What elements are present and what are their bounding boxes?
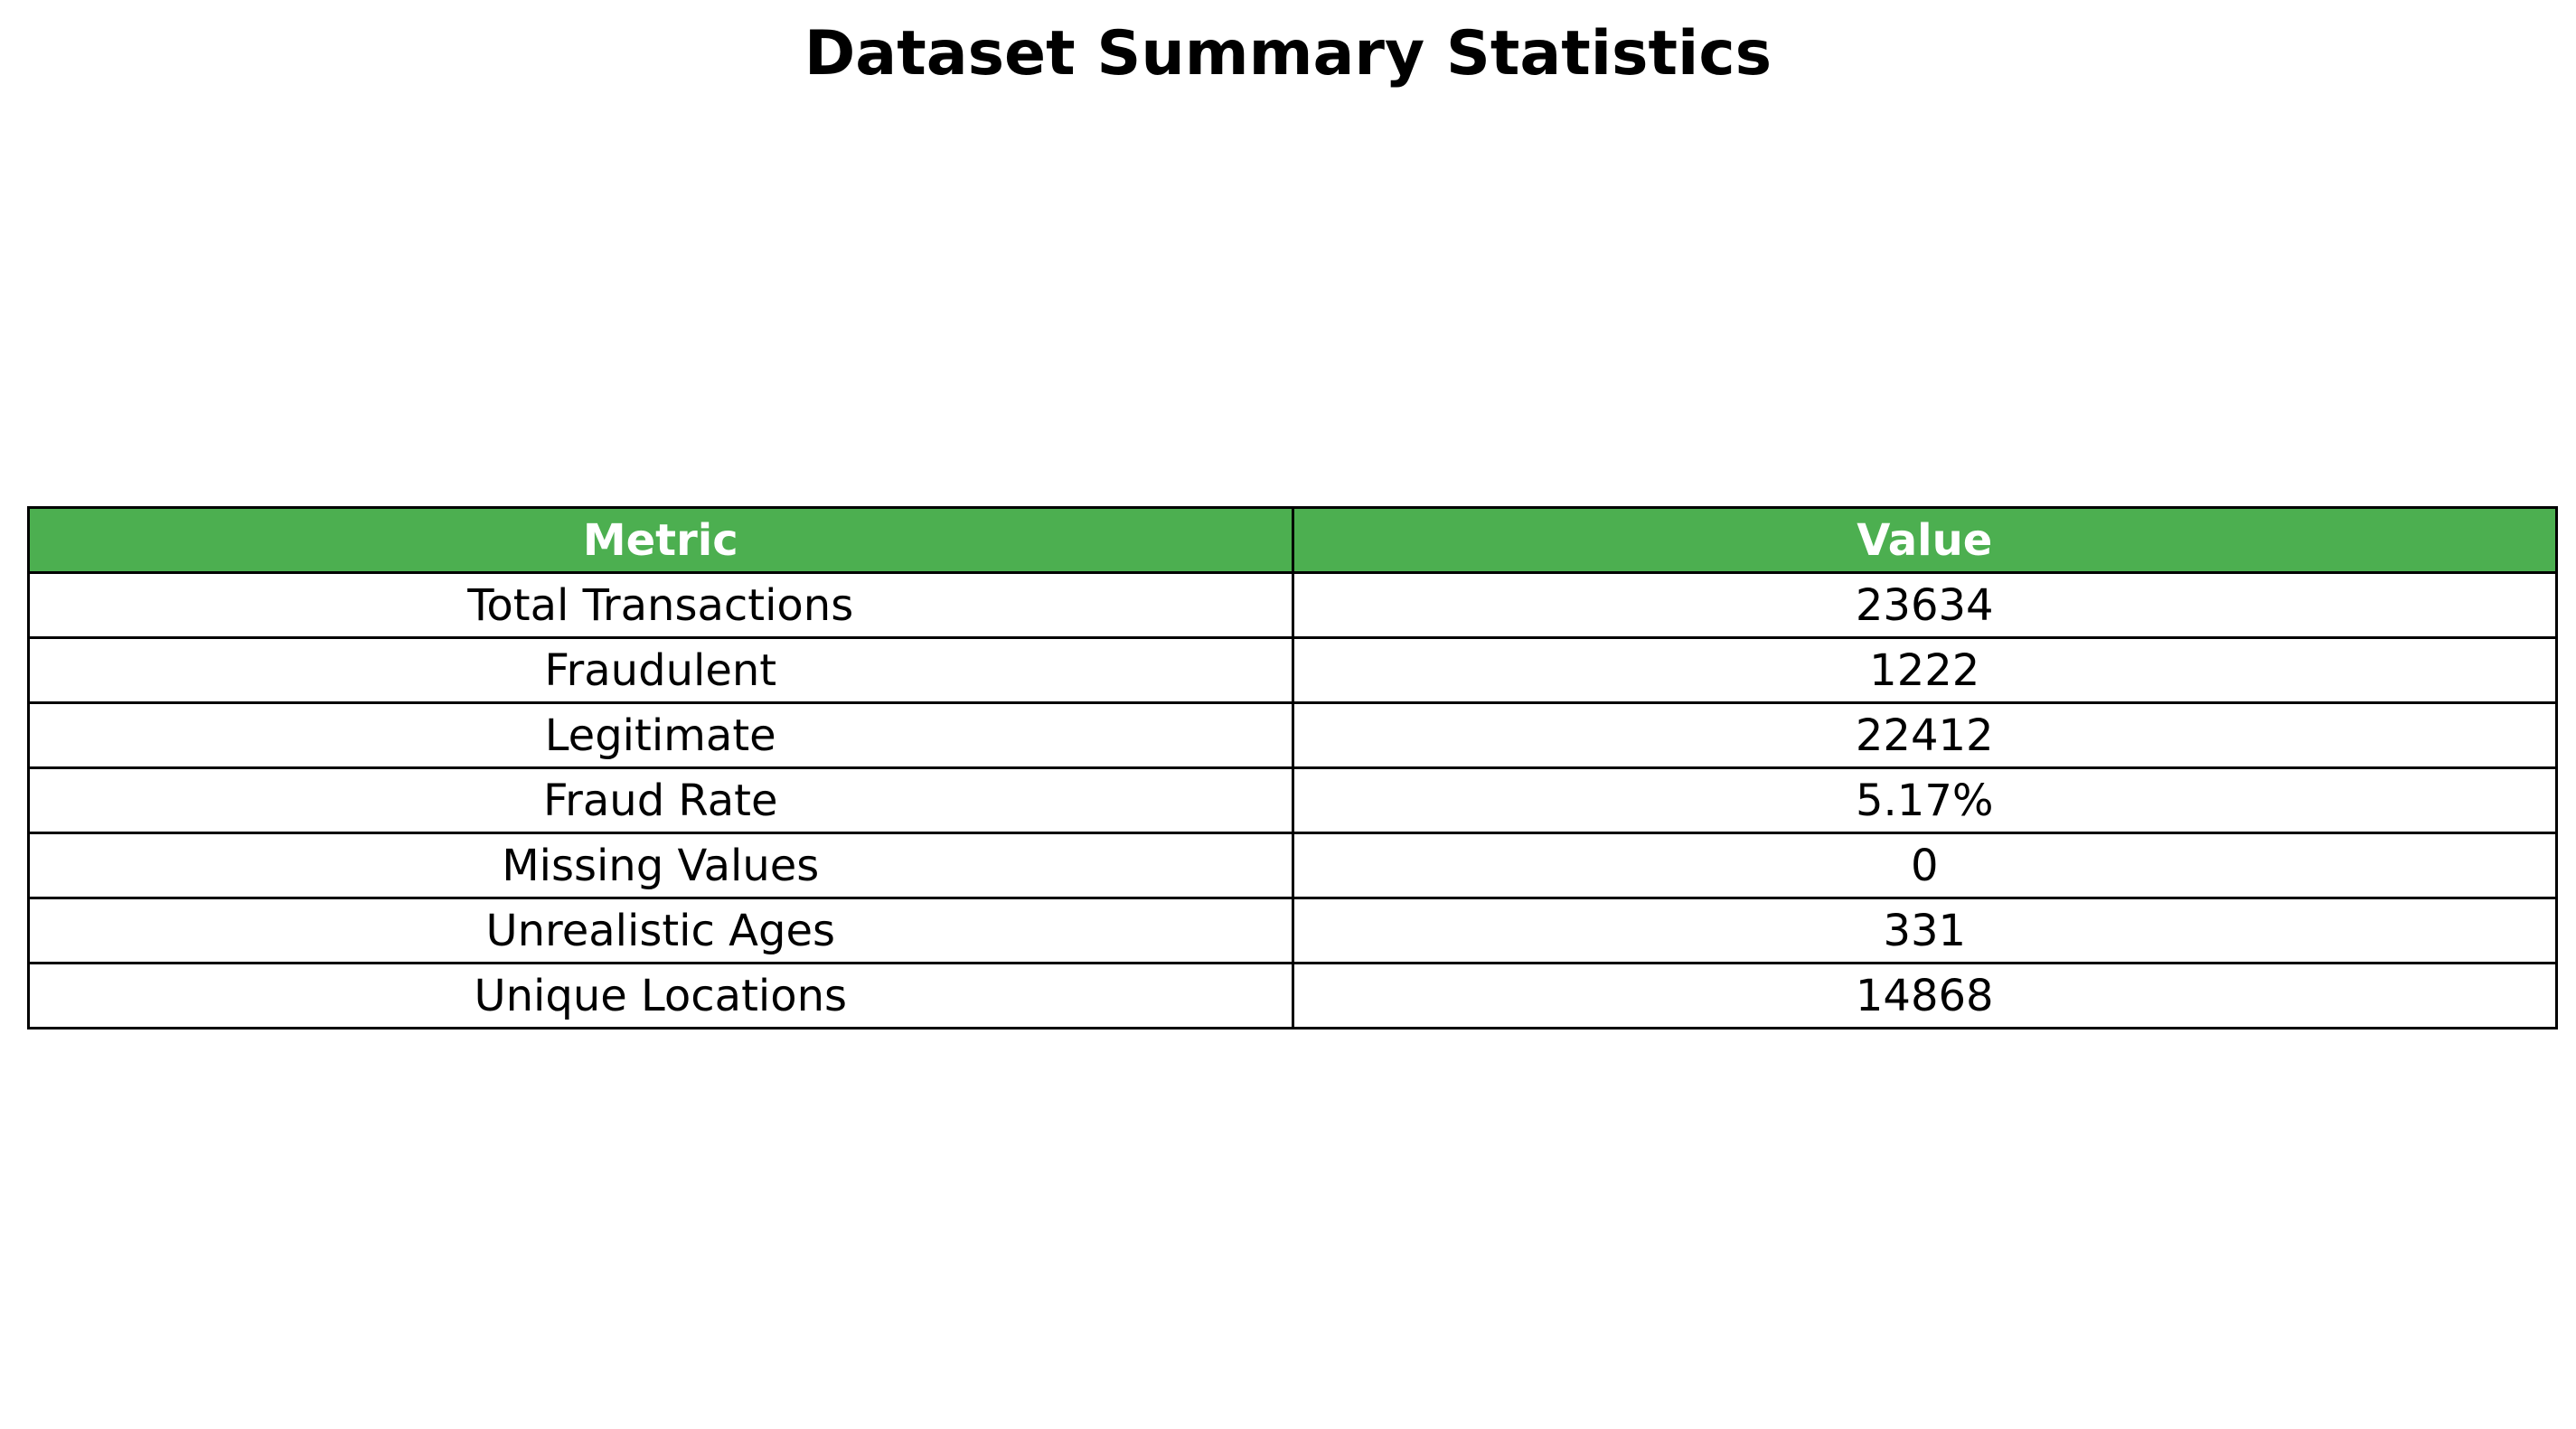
metric-cell: Fraud Rate <box>27 766 1294 834</box>
table-body: Total Transactions 23634 Fraudulent 1222 Leg… <box>27 571 2558 1029</box>
chart-title: Dataset Summary Statistics <box>804 18 1772 89</box>
summary-table: Metric Value Total Transactions 23634 Frau… <box>27 506 2558 1029</box>
table-row: Fraud Rate 5.17% <box>27 766 2558 834</box>
table-row: Total Transactions 23634 <box>27 571 2558 639</box>
table-row: Unique Locations 14868 <box>27 962 2558 1029</box>
metric-cell: Missing Values <box>27 832 1294 899</box>
value-cell: 0 <box>1291 832 2558 899</box>
metric-cell: Unique Locations <box>27 962 1294 1029</box>
metric-cell: Legitimate <box>27 701 1294 769</box>
metric-cell: Total Transactions <box>27 571 1294 639</box>
table-row: Fraudulent 1222 <box>27 636 2558 704</box>
value-cell: 23634 <box>1291 571 2558 639</box>
metric-cell: Fraudulent <box>27 636 1294 704</box>
table-row: Missing Values 0 <box>27 832 2558 899</box>
table-header-row: Metric Value <box>27 506 2558 574</box>
column-header-metric: Metric <box>27 506 1294 574</box>
value-cell: 331 <box>1291 897 2558 964</box>
value-cell: 22412 <box>1291 701 2558 769</box>
value-cell: 1222 <box>1291 636 2558 704</box>
value-cell: 14868 <box>1291 962 2558 1029</box>
value-cell: 5.17% <box>1291 766 2558 834</box>
column-header-value: Value <box>1291 506 2558 574</box>
table-row: Legitimate 22412 <box>27 701 2558 769</box>
table-row: Unrealistic Ages 331 <box>27 897 2558 964</box>
metric-cell: Unrealistic Ages <box>27 897 1294 964</box>
